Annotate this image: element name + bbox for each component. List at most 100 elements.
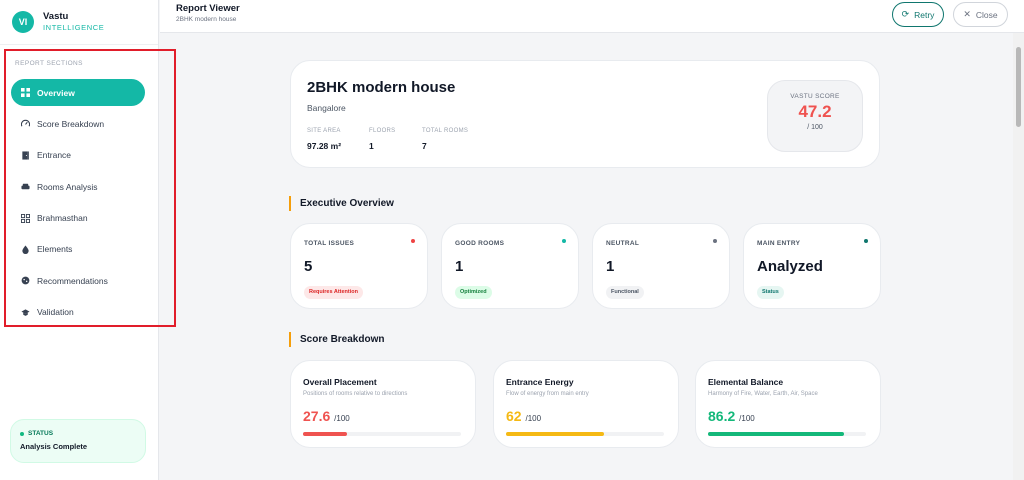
- sidebar-item-label: Entrance: [37, 150, 72, 161]
- sidebar-item-label: Recommendations: [37, 275, 108, 286]
- overview-card-good-rooms: GOOD ROOMS 1 Optimized: [441, 223, 579, 309]
- grid-icon: [20, 87, 31, 98]
- section-heading-score-breakdown: Score Breakdown: [289, 332, 384, 347]
- sidebar-item-elements[interactable]: Elements: [11, 236, 145, 263]
- card-value: 1: [455, 258, 464, 275]
- sidebar-item-label: Brahmasthan: [37, 213, 88, 224]
- brand-name: Vastu: [43, 11, 69, 22]
- property-city: Bangalore: [307, 103, 346, 113]
- indicator-dot-icon: [411, 239, 415, 243]
- page-subtitle: 2BHK modern house: [176, 16, 237, 23]
- progress-fill: [506, 432, 604, 436]
- sidebar-item-entrance[interactable]: Entrance: [11, 142, 145, 169]
- vastu-score-label: VASTU SCORE: [790, 93, 840, 100]
- sidebar-divider: [0, 44, 158, 45]
- score-card-title: Elemental Balance: [708, 377, 784, 387]
- score-card-value: 62 /100: [506, 408, 541, 424]
- indicator-dot-icon: [864, 239, 868, 243]
- status-badge: Status: [757, 286, 784, 299]
- progress-fill: [708, 432, 845, 436]
- retry-label: Retry: [914, 9, 935, 20]
- status-card: STATUS Analysis Complete: [10, 419, 146, 463]
- sidebar-nav: Overview Score Breakdown Entrance Rooms …: [11, 79, 145, 330]
- score-max: /100: [525, 414, 542, 423]
- scrollbar[interactable]: [1013, 33, 1024, 480]
- stat-label: SITE AREA: [307, 128, 341, 134]
- close-icon: ✕: [963, 9, 971, 19]
- score-number: 62: [506, 408, 522, 424]
- score-card-title: Overall Placement: [303, 377, 377, 387]
- sidebar-item-validation[interactable]: Validation: [11, 299, 145, 326]
- top-header: Report Viewer 2BHK modern house ⟳ Retry …: [160, 0, 1024, 33]
- overview-card-issues: TOTAL ISSUES 5 Requires Attention: [290, 223, 428, 309]
- sidebar-item-recommendations[interactable]: Recommendations: [11, 267, 145, 294]
- sidebar-item-label: Rooms Analysis: [37, 181, 98, 192]
- score-card-description: Positions of rooms relative to direction…: [303, 391, 408, 397]
- score-card-placement: Overall Placement Positions of rooms rel…: [290, 360, 476, 448]
- stat-value: 1: [369, 141, 374, 151]
- status-text: Analysis Complete: [20, 442, 88, 451]
- retry-button[interactable]: ⟳ Retry: [892, 2, 944, 27]
- property-title: 2BHK modern house: [307, 79, 456, 96]
- score-card-description: Flow of energy from main entry: [506, 391, 589, 397]
- card-label: MAIN ENTRY: [757, 240, 801, 247]
- sidebar-section-label: REPORT SECTIONS: [15, 60, 83, 67]
- indicator-dot-icon: [562, 239, 566, 243]
- status-label-text: STATUS: [28, 430, 54, 437]
- page-title: Report Viewer: [176, 3, 240, 14]
- score-card-value: 27.6 /100: [303, 408, 350, 424]
- score-card-value: 86.2 /100: [708, 408, 755, 424]
- score-card-entrance: Entrance Energy Flow of energy from main…: [493, 360, 679, 448]
- brand-subtitle: INTELLIGENCE: [43, 23, 105, 32]
- stat-value: 7: [422, 141, 427, 151]
- stat-label: FLOORS: [369, 128, 396, 134]
- card-label: NEUTRAL: [606, 240, 640, 247]
- sidebar-item-label: Validation: [37, 307, 74, 318]
- score-number: 27.6: [303, 408, 331, 424]
- progress-bar: [708, 432, 866, 436]
- brand-logo: VI: [12, 11, 34, 33]
- stat-floors: FLOORS 1: [369, 128, 395, 151]
- status-badge: Optimized: [455, 286, 492, 299]
- status-badge: Functional: [606, 286, 644, 299]
- sidebar-item-label: Elements: [37, 244, 73, 255]
- overview-card-neutral: NEUTRAL 1 Functional: [592, 223, 730, 309]
- door-icon: [20, 150, 31, 161]
- card-value: Analyzed: [757, 258, 823, 275]
- card-value: 5: [304, 258, 313, 275]
- scrollbar-thumb[interactable]: [1016, 47, 1021, 127]
- stat-value: 97.28 m²: [307, 141, 342, 151]
- score-card-title: Entrance Energy: [506, 377, 574, 387]
- score-card-elemental: Elemental Balance Harmony of Fire, Water…: [695, 360, 881, 448]
- score-max: /100: [739, 414, 755, 423]
- status-label: STATUS: [20, 430, 145, 437]
- close-button[interactable]: ✕ Close: [953, 2, 1008, 27]
- property-card: 2BHK modern house Bangalore SITE AREA 97…: [290, 60, 880, 168]
- hat-icon: [20, 307, 31, 318]
- drop-icon: [20, 244, 31, 255]
- sidebar-item-label: Score Breakdown: [37, 118, 105, 129]
- vastu-score-max: / 100: [807, 124, 823, 131]
- progress-bar: [303, 432, 461, 436]
- close-label: Close: [975, 9, 998, 20]
- score-number: 86.2: [708, 408, 736, 424]
- sidebar: VI Vastu INTELLIGENCE REPORT SECTIONS Ov…: [0, 0, 159, 480]
- stat-total-rooms: TOTAL ROOMS 7: [422, 128, 468, 151]
- sidebar-item-score-breakdown[interactable]: Score Breakdown: [11, 110, 145, 137]
- sidebar-item-rooms-analysis[interactable]: Rooms Analysis: [11, 173, 145, 200]
- progress-bar: [506, 432, 664, 436]
- overview-card-main-entry: MAIN ENTRY Analyzed Status: [743, 223, 881, 309]
- status-dot-icon: [20, 431, 24, 436]
- sofa-icon: [20, 181, 31, 192]
- card-label: TOTAL ISSUES: [304, 240, 355, 247]
- sidebar-item-label: Overview: [37, 87, 75, 98]
- vastu-score-box: VASTU SCORE 47.2 / 100: [767, 80, 863, 152]
- sidebar-item-overview[interactable]: Overview: [11, 79, 145, 106]
- indicator-dot-icon: [713, 239, 717, 243]
- highlight-box: [4, 49, 176, 327]
- score-card-description: Harmony of Fire, Water, Earth, Air, Spac…: [708, 391, 818, 397]
- brand: VI Vastu INTELLIGENCE: [0, 0, 158, 44]
- score-max: /100: [334, 414, 350, 423]
- section-heading-executive: Executive Overview: [289, 196, 394, 211]
- sidebar-item-brahmasthan[interactable]: Brahmasthan: [11, 205, 145, 232]
